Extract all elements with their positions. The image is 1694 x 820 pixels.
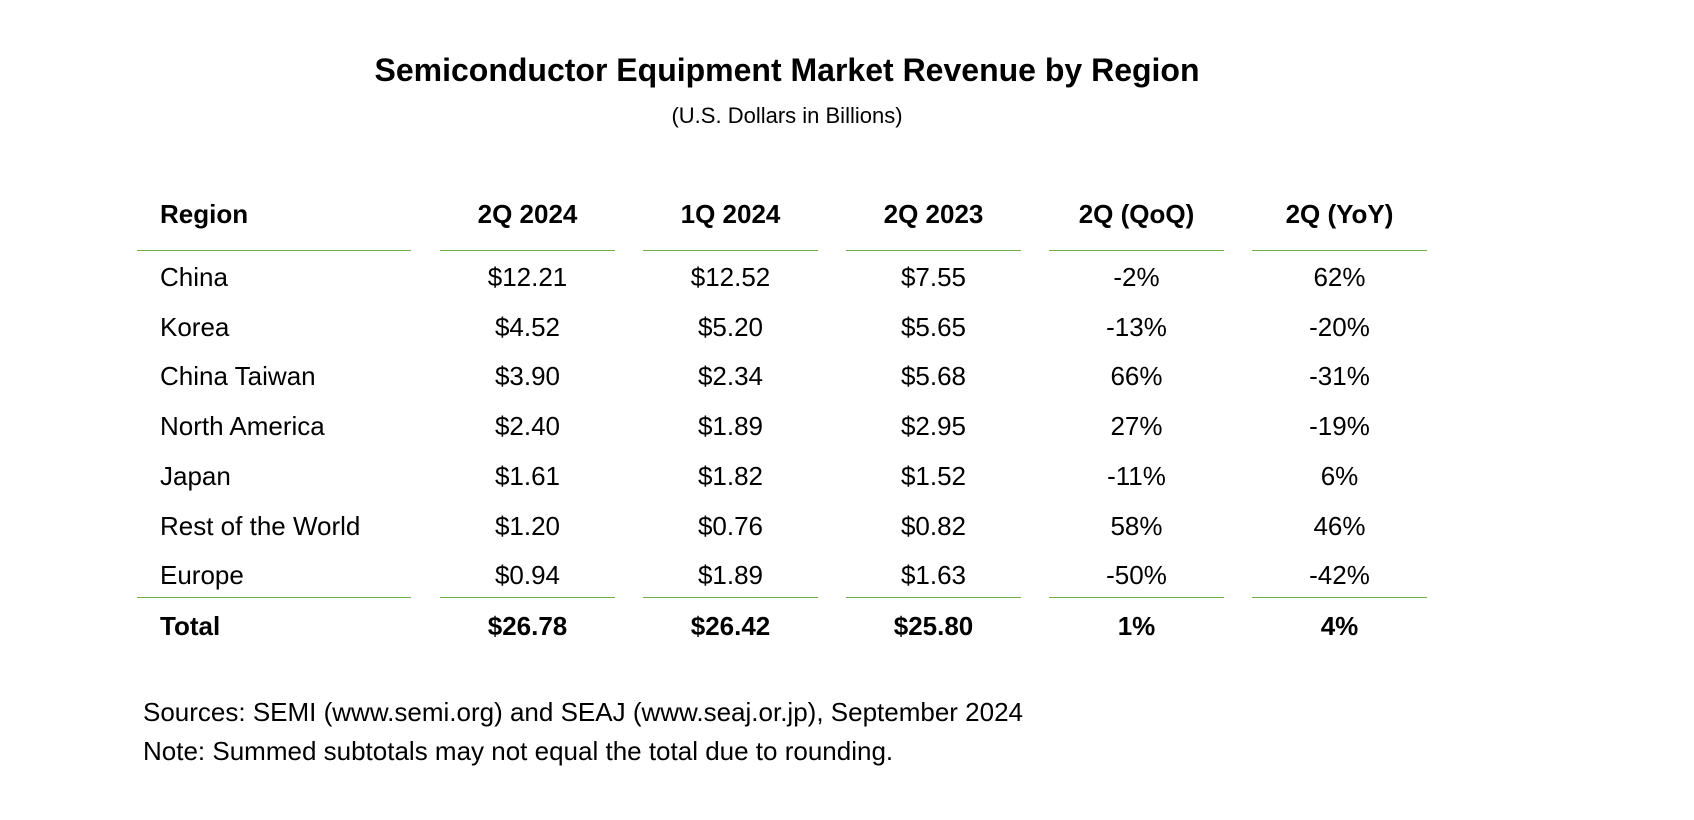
table-rule-total-1 <box>440 597 615 598</box>
header-yoy: 2Q (YoY) <box>1285 199 1394 229</box>
cell-region: Europe <box>160 560 244 590</box>
cell-qoq: -50% <box>1106 560 1167 590</box>
header-q2-2023: 2Q 2023 <box>883 199 984 229</box>
cell-yoy: -42% <box>1309 560 1370 590</box>
table-rule-header-1 <box>440 250 615 251</box>
cell-q2-2024: $3.90 <box>494 361 561 391</box>
header-q1-2024: 1Q 2024 <box>680 199 781 229</box>
cell-q1-2024: $2.34 <box>697 361 764 391</box>
cell-region: China <box>160 262 228 292</box>
cell-q1-2024: $1.82 <box>697 461 764 491</box>
total-q2-2023: $25.80 <box>893 611 974 641</box>
cell-q1-2024: $1.89 <box>697 560 764 590</box>
table-rule-total-3 <box>846 597 1021 598</box>
cell-region: China Taiwan <box>160 361 316 391</box>
cell-qoq: 58% <box>1110 511 1163 541</box>
cell-q2-2023: $0.82 <box>900 511 967 541</box>
cell-yoy: -20% <box>1309 312 1370 342</box>
table-rule-header-5 <box>1252 250 1427 251</box>
cell-q2-2024: $1.20 <box>494 511 561 541</box>
cell-q2-2023: $1.52 <box>900 461 967 491</box>
cell-q2-2023: $5.65 <box>900 312 967 342</box>
cell-qoq: -2% <box>1113 262 1160 292</box>
table-rule-total-2 <box>643 597 818 598</box>
page-subtitle: (U.S. Dollars in Billions) <box>671 103 903 128</box>
table-rule-header-0 <box>137 250 411 251</box>
cell-q2-2024: $2.40 <box>494 411 561 441</box>
cell-q2-2023: $5.68 <box>900 361 967 391</box>
total-q2-2024: $26.78 <box>487 611 568 641</box>
cell-q2-2023: $2.95 <box>900 411 967 441</box>
table-rule-total-4 <box>1049 597 1224 598</box>
total-yoy: 4% <box>1320 611 1359 641</box>
table-rule-total-5 <box>1252 597 1427 598</box>
cell-yoy: -19% <box>1309 411 1370 441</box>
cell-q2-2023: $1.63 <box>900 560 967 590</box>
table-rule-header-4 <box>1049 250 1224 251</box>
cell-q2-2024: $12.21 <box>487 262 568 292</box>
cell-q2-2024: $0.94 <box>494 560 561 590</box>
table-rule-total-0 <box>137 597 411 598</box>
header-q2-2024: 2Q 2024 <box>477 199 578 229</box>
cell-q1-2024: $5.20 <box>697 312 764 342</box>
total-qoq: 1% <box>1117 611 1156 641</box>
cell-q2-2024: $4.52 <box>494 312 561 342</box>
header-region: Region <box>160 199 249 229</box>
cell-region: Rest of the World <box>160 511 361 541</box>
cell-q2-2024: $1.61 <box>494 461 561 491</box>
cell-yoy: 62% <box>1313 262 1366 292</box>
cell-qoq: -13% <box>1106 312 1167 342</box>
cell-region: North America <box>160 411 325 441</box>
cell-q1-2024: $12.52 <box>690 262 771 292</box>
cell-q1-2024: $1.89 <box>697 411 764 441</box>
cell-qoq: 66% <box>1110 361 1163 391</box>
page-title: Semiconductor Equipment Market Revenue b… <box>374 52 1200 88</box>
cell-qoq: 27% <box>1110 411 1163 441</box>
cell-q2-2023: $7.55 <box>900 262 967 292</box>
cell-yoy: 6% <box>1320 461 1359 491</box>
cell-region: Korea <box>160 312 230 342</box>
table-rule-header-2 <box>643 250 818 251</box>
cell-region: Japan <box>160 461 231 491</box>
cell-qoq: -11% <box>1107 461 1166 491</box>
cell-q1-2024: $0.76 <box>697 511 764 541</box>
total-q1-2024: $26.42 <box>690 611 771 641</box>
rounding-note: Note: Summed subtotals may not equal the… <box>143 736 894 766</box>
sources-note: Sources: SEMI (www.semi.org) and SEAJ (w… <box>143 697 1024 727</box>
cell-yoy: -31% <box>1309 361 1370 391</box>
cell-yoy: 46% <box>1313 511 1366 541</box>
total-region: Total <box>160 611 221 641</box>
header-qoq: 2Q (QoQ) <box>1078 199 1195 229</box>
table-rule-header-3 <box>846 250 1021 251</box>
